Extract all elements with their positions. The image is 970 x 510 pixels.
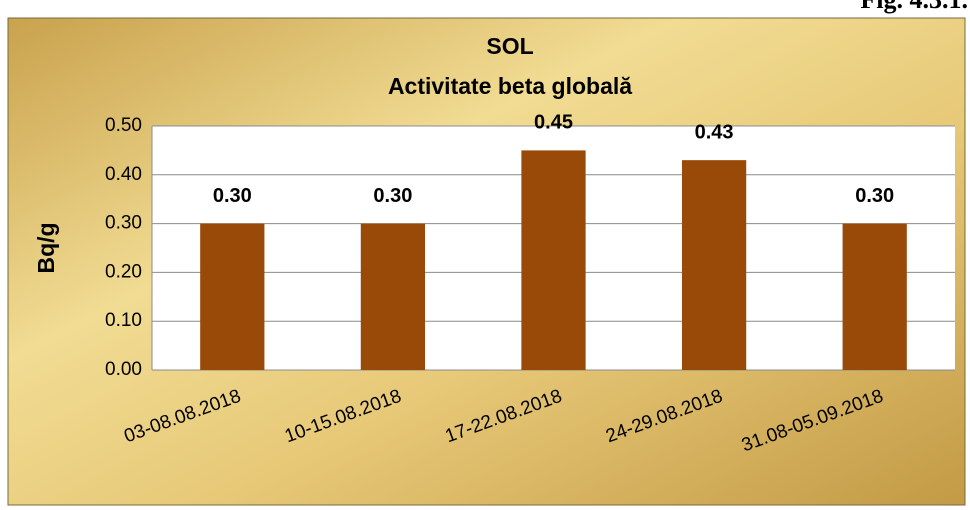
bar: [842, 223, 907, 370]
y-tick-label: 0.40: [105, 164, 142, 185]
data-label: 0.45: [534, 112, 573, 134]
bar: [681, 160, 747, 370]
y-axis-label: Bq/g: [33, 222, 59, 273]
data-label: 0.30: [213, 185, 252, 207]
y-tick-label: 0.30: [105, 213, 142, 234]
figure-label: Fig. 4.3.1.: [860, 0, 968, 14]
chart-title: SOL: [486, 33, 533, 59]
bar: [360, 223, 426, 370]
y-tick-label: 0.50: [105, 115, 142, 136]
data-label: 0.43: [695, 121, 734, 143]
bar: [200, 223, 265, 370]
y-tick-label: 0.20: [105, 261, 142, 282]
chart-subtitle: Activitate beta globală: [388, 73, 632, 99]
data-label: 0.30: [855, 185, 894, 207]
data-label: 0.30: [373, 185, 412, 207]
bar: [521, 150, 586, 370]
y-tick-label: 0.00: [105, 359, 142, 380]
y-tick-label: 0.10: [105, 310, 142, 331]
